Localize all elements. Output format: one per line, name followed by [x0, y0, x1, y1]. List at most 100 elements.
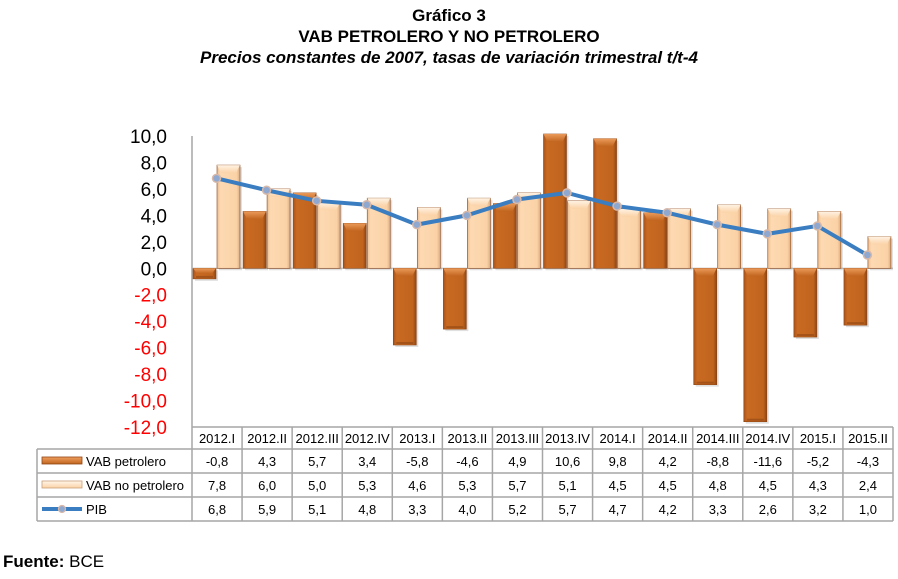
- table-cell-value: 4,8: [709, 478, 727, 493]
- table-cell-value: 3,3: [408, 502, 426, 517]
- bar-vab-no-petrolero: [717, 204, 743, 271]
- table-cell-value: 6,8: [208, 502, 226, 517]
- bar-vab-petrolero: [693, 267, 719, 387]
- x-category-label: 2012.I: [199, 431, 235, 446]
- table-cell-value: 5,7: [558, 502, 576, 517]
- bar-vab-no-petrolero: [767, 208, 793, 271]
- table-cell-value: 5,9: [258, 502, 276, 517]
- bar-vab-petrolero: [543, 133, 569, 271]
- bar-vab-petrolero: [392, 267, 419, 347]
- x-category-label: 2012.III: [295, 431, 338, 446]
- table-cell-value: 4,6: [408, 478, 426, 493]
- table-cell-value: 6,0: [258, 478, 276, 493]
- bar-vab-no-petrolero: [817, 211, 843, 271]
- y-tick-label: -8,0: [134, 365, 167, 386]
- y-tick-label: -4,0: [134, 312, 167, 333]
- table-cell-value: 2,6: [759, 502, 777, 517]
- x-category-label: 2014.I: [600, 431, 636, 446]
- pib-point: [211, 173, 222, 184]
- x-category-label: 2012.II: [247, 431, 287, 446]
- pib-point: [562, 188, 572, 198]
- y-axis-ticks: 10,0 8,0 6,0 4,0 2,0 0,0 -2,0 -4,0 -6,0 -8,0 -10,0…: [124, 127, 167, 439]
- bar-vab-no-petrolero: [216, 164, 242, 271]
- table-cell-value: -0,8: [206, 454, 228, 469]
- bar-vab-no-petrolero: [517, 192, 543, 271]
- pib-point: [261, 185, 272, 195]
- table-cell-value: 2,4: [859, 478, 877, 493]
- y-tick-label: -6,0: [134, 339, 167, 360]
- table-cell-value: 4,2: [659, 502, 677, 517]
- bar-vab-no-petrolero: [867, 236, 893, 271]
- x-category-label: 2013.III: [496, 431, 539, 446]
- pib-point: [311, 196, 322, 206]
- bar-vab-no-petrolero: [366, 197, 393, 271]
- pib-line: [216, 176, 869, 257]
- bar-vab-petrolero: [843, 267, 869, 328]
- chart-title: VAB PETROLERO Y NO PETROLERO: [298, 27, 600, 46]
- table-cell-value: 4,9: [508, 454, 526, 469]
- table-cell-value: 5,7: [508, 478, 526, 493]
- table-cell-value: 4,3: [258, 454, 276, 469]
- figure-label: Gráfico 3: [412, 6, 486, 25]
- table-cell-value: 10,6: [555, 454, 580, 469]
- table-cell-value: -4,6: [456, 454, 478, 469]
- table-cell-value: 4,5: [759, 478, 777, 493]
- pib-point: [812, 221, 823, 231]
- table-cell-value: 4,0: [458, 502, 476, 517]
- table-cell-value: 4,5: [659, 478, 677, 493]
- bar-vab-no-petrolero: [617, 208, 643, 271]
- table-cell-value: 4,8: [358, 502, 376, 517]
- legend-label: VAB petrolero: [86, 454, 166, 469]
- y-tick-label: 0,0: [141, 259, 167, 280]
- data-table: 2012.I 2012.II 2012.III 2012.IV 2013.I 2013.I…: [36, 426, 894, 522]
- x-category-label: 2014.IV: [745, 431, 790, 446]
- table-cell-value: 5,0: [308, 478, 326, 493]
- table-cell-value: 5,2: [508, 502, 526, 517]
- chart-subtitle: Precios constantes de 2007, tasas de var…: [200, 48, 698, 67]
- legend-key-vab-no-petrolero: [41, 480, 83, 489]
- legend-label: PIB: [86, 502, 107, 517]
- x-category-label: 2014.II: [648, 431, 688, 446]
- pib-point: [712, 219, 722, 230]
- y-tick-label: -12,0: [124, 418, 167, 439]
- table-cell-value: 5,1: [308, 502, 326, 517]
- x-category-label: 2015.I: [800, 431, 836, 446]
- table-cell-value: 5,3: [458, 478, 476, 493]
- x-category-label: 2012.IV: [345, 431, 390, 446]
- x-category-label: 2013.II: [448, 431, 488, 446]
- bar-vab-petrolero: [242, 211, 269, 271]
- table-cell-value: 7,8: [208, 478, 226, 493]
- bar-vab-no-petrolero: [266, 188, 293, 271]
- bar-vab-petrolero: [443, 267, 469, 332]
- legend-key-vab-petrolero: [41, 456, 83, 465]
- bar-vab-no-petrolero: [416, 207, 443, 271]
- y-tick-label: -10,0: [124, 392, 167, 413]
- table-cell-value: 4,7: [609, 502, 627, 517]
- bar-vab-no-petrolero: [316, 201, 343, 271]
- source-label: Fuente:: [3, 552, 65, 571]
- table-cell-value: -8,8: [707, 454, 729, 469]
- x-category-label: 2014.III: [696, 431, 739, 446]
- y-tick-label: 8,0: [141, 153, 167, 174]
- table-cell-value: 5,7: [308, 454, 326, 469]
- x-category-label: 2013.I: [399, 431, 435, 446]
- table-cell-value: -4,3: [857, 454, 879, 469]
- pib-point: [462, 210, 472, 221]
- y-tick-label: 10,0: [130, 127, 167, 148]
- chart-title-block: Gráfico 3 VAB PETROLERO Y NO PETROLERO P…: [0, 6, 898, 69]
- table-cell-value: 4,3: [809, 478, 827, 493]
- table-cell-value: 1,0: [859, 502, 877, 517]
- table-cell-value: -5,2: [807, 454, 829, 469]
- table-cell-value: 5,3: [358, 478, 376, 493]
- bar-vab-petrolero: [643, 212, 669, 271]
- bar-vab-no-petrolero: [567, 200, 593, 271]
- table-cell-value: 5,1: [558, 478, 576, 493]
- legend-label: VAB no petrolero: [86, 478, 184, 493]
- pib-point: [361, 200, 372, 210]
- bars-group: [192, 133, 893, 424]
- bar-vab-no-petrolero: [467, 197, 493, 271]
- table-cell-value: 4,5: [609, 478, 627, 493]
- bar-vab-no-petrolero: [667, 208, 693, 271]
- table-cell-value: -11,6: [753, 454, 782, 469]
